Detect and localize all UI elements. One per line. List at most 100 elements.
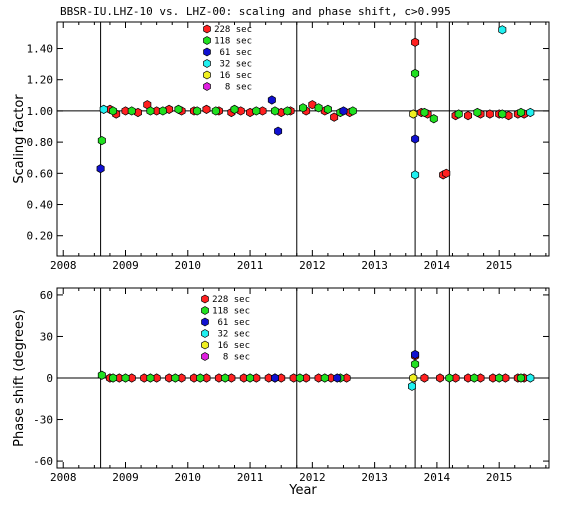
legend-label: 228 sec <box>214 25 252 35</box>
legend-label: 118 sec <box>214 37 252 47</box>
data-point <box>193 106 202 116</box>
data-point <box>420 107 429 118</box>
x-tick-label: 2008 <box>50 259 77 272</box>
y-tick-label: 0.80 <box>27 136 54 149</box>
data-point <box>420 373 429 383</box>
data-point <box>196 373 205 383</box>
x-tick-label: 2011 <box>237 471 264 484</box>
data-point <box>339 106 348 116</box>
y-tick-label: 1.00 <box>27 105 54 118</box>
data-point <box>516 373 525 383</box>
x-axis-label: Year <box>288 483 317 498</box>
data-point <box>165 104 174 114</box>
legend-label: 16 sec <box>219 71 252 81</box>
legend-marker <box>201 294 209 304</box>
data-point <box>97 370 106 380</box>
y-tick-label: -30 <box>33 414 53 427</box>
data-point <box>252 106 261 116</box>
x-tick-label: 2013 <box>361 471 388 484</box>
y-tick-label: 1.40 <box>27 43 54 56</box>
data-point <box>485 109 494 119</box>
scaling-factor-panel: 2008 2009 2010 2011 2012 2013 2014 2015 0.20 0.40… <box>12 21 550 272</box>
data-point <box>127 106 136 116</box>
legend-label: 16 sec <box>217 341 250 351</box>
data-point <box>436 373 444 383</box>
legend-marker <box>201 340 209 350</box>
y-axis-label: Scaling factor <box>12 94 27 184</box>
y-tick-label: 0.60 <box>27 167 54 180</box>
data-point <box>202 104 211 114</box>
data-point <box>211 106 220 116</box>
phase-shift-panel: 2008 2009 2010 2011 2012 2013 2014 2015 -60 -30 0 3… <box>12 287 550 498</box>
y-tick-label: 30 <box>40 330 53 343</box>
data-point <box>146 373 155 383</box>
x-tick-label: 2010 <box>175 259 202 272</box>
legend-label: 8 sec <box>225 83 252 93</box>
data-point <box>495 373 504 383</box>
y-tick-label: 0 <box>46 372 53 385</box>
data-point <box>429 114 438 124</box>
data-point <box>442 168 451 178</box>
data-point <box>411 134 420 144</box>
y-axis-label: Phase shift (degrees) <box>12 309 27 447</box>
data-point <box>526 373 535 383</box>
legend-marker <box>203 82 211 91</box>
x-tick-label: 2014 <box>424 259 451 272</box>
legend-label: 32 sec <box>217 330 250 340</box>
data-point <box>516 107 525 118</box>
data-point <box>498 25 507 35</box>
data-point <box>445 373 454 383</box>
data-point <box>283 106 292 116</box>
data-point <box>221 373 230 383</box>
legend-marker <box>201 329 209 338</box>
data-point <box>411 170 420 180</box>
data-point <box>464 110 473 121</box>
data-point <box>109 106 118 116</box>
data-point <box>270 373 279 383</box>
data-point <box>230 104 239 114</box>
x-tick-label: 2013 <box>361 259 388 272</box>
data-point <box>97 135 106 146</box>
legend-marker <box>203 36 211 45</box>
data-point <box>99 104 108 114</box>
data-point <box>308 100 317 110</box>
x-tick-label: 2015 <box>486 471 513 484</box>
legend-marker <box>203 70 211 80</box>
x-tick-label: 2014 <box>424 471 451 484</box>
y-tick-label: 0.20 <box>27 230 54 243</box>
data-point <box>409 373 418 383</box>
data-point <box>411 349 420 360</box>
data-point <box>411 359 420 369</box>
chart-title: BBSR-IU.LHZ-10 vs. LHZ-00: scaling and p… <box>60 5 451 18</box>
data-point <box>96 164 105 174</box>
data-point <box>121 373 130 383</box>
x-tick-label: 2009 <box>112 471 139 484</box>
data-point <box>274 126 283 136</box>
data-point <box>411 37 420 47</box>
x-tick-label: 2010 <box>175 471 202 484</box>
legend-label: 8 sec <box>223 353 250 363</box>
data-point <box>411 68 420 79</box>
data-point <box>270 106 279 116</box>
data-point <box>314 103 323 113</box>
legend-label: 228 sec <box>212 295 250 305</box>
data-point <box>171 373 180 383</box>
legend-marker <box>201 306 209 315</box>
data-point <box>408 381 416 391</box>
plot-frame <box>56 21 550 257</box>
data-point <box>158 106 167 116</box>
data-point <box>473 107 482 118</box>
legend-marker <box>203 24 211 34</box>
y-tick-label: 0.40 <box>27 199 54 212</box>
data-point <box>409 109 418 119</box>
y-tick-label: 60 <box>40 289 53 302</box>
data-point <box>267 95 276 105</box>
data-point <box>323 104 332 114</box>
data-point <box>299 103 307 113</box>
legend-label: 118 sec <box>212 307 250 317</box>
data-point <box>526 107 535 118</box>
data-point <box>295 373 304 383</box>
x-tick-label: 2015 <box>486 259 513 272</box>
legend-label: 61 sec <box>217 318 250 328</box>
